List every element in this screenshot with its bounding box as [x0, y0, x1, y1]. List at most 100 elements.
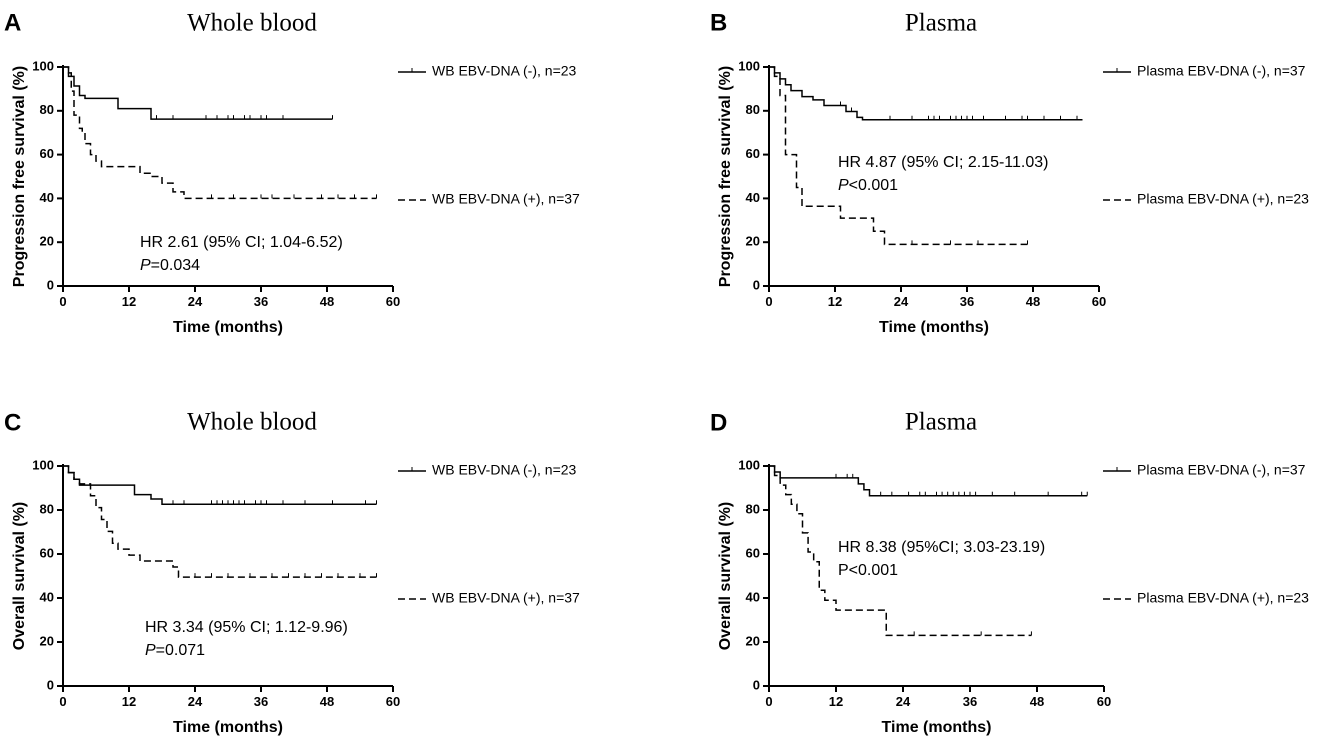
x-tick-label: 24	[896, 694, 911, 709]
legend-label-1: WB EBV-DNA (-), n=23	[432, 462, 577, 478]
panel-d: D Plasma 0 20 40 60 80 100 0 12 24 36 48 60 Time (mont…	[710, 409, 1309, 736]
p-symbol: P	[838, 177, 849, 194]
y-tick-label: 40	[746, 589, 760, 604]
series-line-1	[769, 66, 1083, 121]
y-tick-label: 60	[746, 545, 760, 560]
x-axis-label: Time (months)	[882, 719, 992, 736]
legend-label-2: WB EBV-DNA (+), n=37	[432, 191, 580, 207]
x-tick-label: 36	[254, 294, 268, 309]
x-tick-label: 60	[1097, 694, 1111, 709]
y-tick-label: 40	[746, 190, 760, 205]
series-line-2	[769, 465, 1032, 637]
x-tick-label: 60	[1092, 294, 1106, 309]
p-value: =0.034	[151, 257, 200, 274]
x-tick-label: 0	[59, 694, 66, 709]
chart-title: Whole blood	[187, 10, 317, 37]
y-tick-label: 100	[32, 457, 54, 472]
panel-a: A Whole blood 0 20 40 60 80 100 0 12 24 36 48 60 Time …	[4, 9, 580, 336]
x-tick-label: 36	[254, 694, 268, 709]
series-line-1	[63, 465, 377, 506]
legend-label-1: Plasma EBV-DNA (-), n=37	[1137, 63, 1306, 79]
p-value: P<0.001	[838, 562, 898, 579]
y-axis-label: Overall survival (%)	[717, 502, 734, 651]
y-axis-label: Progression free survival (%)	[717, 66, 734, 287]
panel-letter: D	[710, 409, 727, 436]
x-axis-label: Time (months)	[173, 719, 283, 736]
y-tick-label: 60	[40, 146, 54, 161]
x-tick-label: 48	[1030, 694, 1044, 709]
y-tick-label: 100	[32, 58, 54, 73]
x-tick-label: 0	[59, 294, 66, 309]
p-symbol: P	[140, 257, 151, 274]
x-tick-label: 48	[320, 694, 334, 709]
y-tick-label: 60	[40, 545, 54, 560]
hazard-ratio-text: HR 8.38 (95%CI; 3.03-23.19)	[838, 539, 1045, 556]
series-line-2	[63, 66, 377, 200]
y-tick-label: 20	[746, 234, 760, 249]
series-line-2	[769, 66, 1028, 246]
legend-label-1: WB EBV-DNA (-), n=23	[432, 63, 577, 79]
y-tick-label: 100	[738, 457, 760, 472]
x-tick-label: 0	[765, 294, 772, 309]
y-tick-label: 0	[47, 277, 54, 292]
x-tick-label: 12	[829, 694, 843, 709]
hazard-ratio-text: HR 4.87 (95% CI; 2.15-11.03)	[838, 154, 1048, 171]
legend-label-2: WB EBV-DNA (+), n=37	[432, 590, 580, 606]
x-tick-label: 24	[188, 294, 203, 309]
x-tick-label: 36	[960, 294, 974, 309]
x-tick-label: 48	[1026, 294, 1040, 309]
p-value-text: P=0.071	[145, 642, 205, 659]
panel-letter: A	[4, 9, 21, 36]
panel-b: B Plasma 0 20 40 60 80 100 0 12 24 36 48 60 Time (mont…	[710, 9, 1309, 336]
p-value: <0.001	[849, 177, 898, 194]
legend-label-1: Plasma EBV-DNA (-), n=37	[1137, 462, 1306, 478]
y-tick-label: 0	[753, 677, 760, 692]
series-line-1	[63, 66, 333, 120]
y-tick-label: 20	[746, 633, 760, 648]
hazard-ratio-text: HR 3.34 (95% CI; 1.12-9.96)	[145, 619, 348, 636]
p-value-text: P=0.034	[140, 257, 200, 274]
y-tick-label: 0	[47, 677, 54, 692]
legend-label-2: Plasma EBV-DNA (+), n=23	[1137, 590, 1309, 606]
x-tick-label: 0	[765, 694, 772, 709]
y-tick-label: 60	[746, 146, 760, 161]
y-tick-label: 80	[746, 501, 760, 516]
series-line-2	[63, 465, 377, 578]
y-tick-label: 80	[40, 501, 54, 516]
x-tick-label: 12	[122, 694, 136, 709]
series-line-1	[769, 465, 1088, 497]
p-value-text: P<0.001	[838, 562, 898, 579]
x-tick-label: 36	[963, 694, 977, 709]
panel-letter: B	[710, 9, 727, 36]
x-tick-label: 60	[386, 294, 400, 309]
x-tick-label: 12	[122, 294, 136, 309]
y-axis-label: Overall survival (%)	[11, 502, 28, 651]
x-axis-label: Time (months)	[879, 319, 989, 336]
y-tick-label: 0	[753, 277, 760, 292]
x-tick-label: 12	[828, 294, 842, 309]
panel-c: C Whole blood 0 20 40 60 80 100 0 12 24 36 48 60 Time …	[4, 409, 580, 736]
panel-letter: C	[4, 409, 21, 436]
chart-title: Whole blood	[187, 409, 317, 436]
legend-label-2: Plasma EBV-DNA (+), n=23	[1137, 191, 1309, 207]
y-tick-label: 40	[40, 190, 54, 205]
p-value-text: P<0.001	[838, 177, 898, 194]
y-tick-label: 80	[40, 102, 54, 117]
chart-title: Plasma	[905, 409, 977, 436]
x-tick-label: 24	[894, 294, 909, 309]
x-tick-label: 24	[188, 694, 203, 709]
y-axis-label: Progression free survival (%)	[11, 66, 28, 287]
y-tick-label: 80	[746, 102, 760, 117]
chart-title: Plasma	[905, 10, 977, 37]
y-tick-label: 20	[40, 234, 54, 249]
y-tick-label: 40	[40, 589, 54, 604]
p-value: =0.071	[156, 642, 205, 659]
hazard-ratio-text: HR 2.61 (95% CI; 1.04-6.52)	[140, 234, 343, 251]
y-tick-label: 20	[40, 633, 54, 648]
x-axis-label: Time (months)	[173, 319, 283, 336]
p-symbol: P	[145, 642, 156, 659]
x-tick-label: 60	[386, 694, 400, 709]
y-tick-label: 100	[738, 58, 760, 73]
x-tick-label: 48	[320, 294, 334, 309]
